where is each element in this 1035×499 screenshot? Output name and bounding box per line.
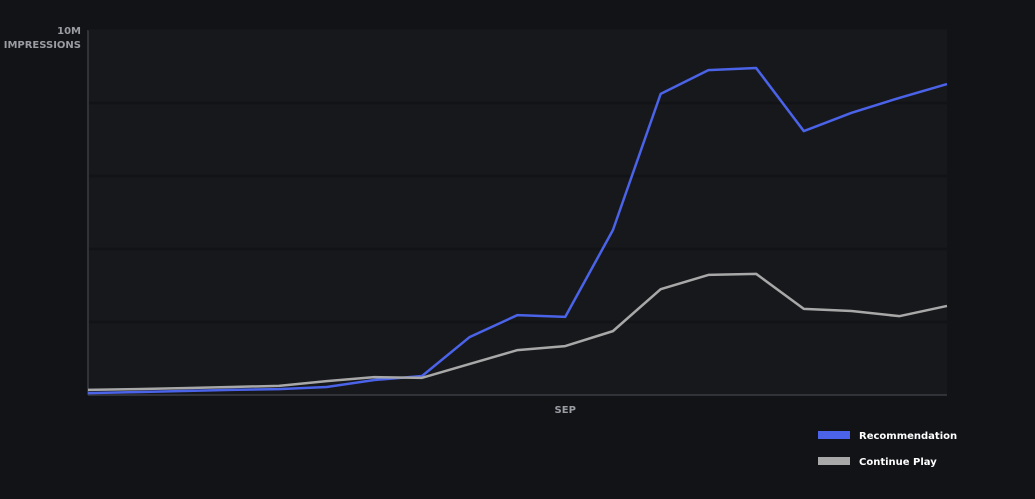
- legend-swatch: [818, 431, 850, 439]
- series-line: [87, 66, 948, 395]
- x-tick-label: SEP: [555, 405, 576, 416]
- series-line: [87, 272, 948, 392]
- legend-label: Continue Play: [859, 457, 937, 468]
- legend-label: Recommendation: [859, 431, 957, 442]
- plot-area: [88, 30, 947, 395]
- y-axis-label: IMPRESSIONS: [4, 40, 81, 51]
- y-tick-label: 10M: [57, 26, 81, 37]
- legend-swatch: [818, 457, 850, 465]
